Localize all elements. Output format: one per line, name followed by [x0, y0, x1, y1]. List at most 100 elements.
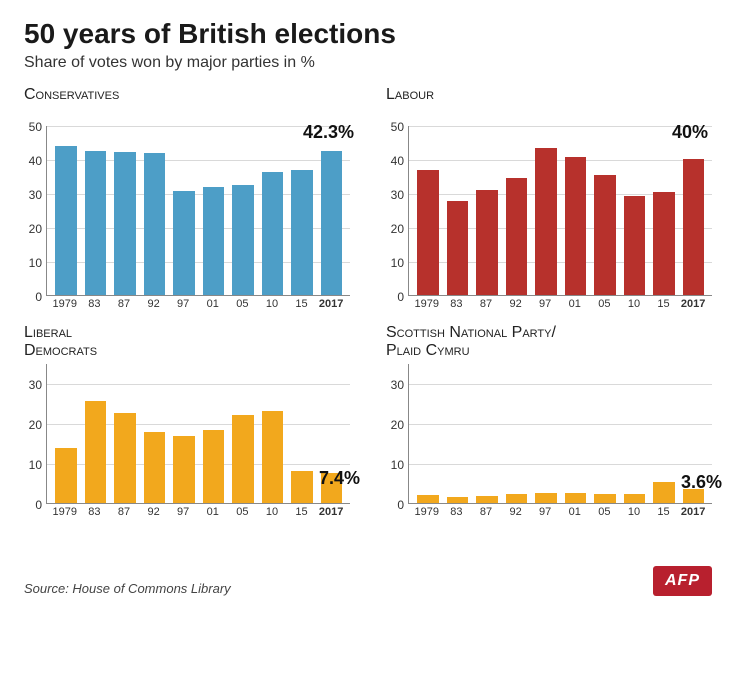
- bar: [114, 152, 136, 295]
- y-tick: 30: [29, 378, 42, 392]
- x-tick: 92: [141, 506, 167, 518]
- bar: [535, 493, 557, 503]
- x-tick: 97: [170, 506, 196, 518]
- bar: [476, 190, 498, 295]
- bar: [203, 187, 225, 295]
- y-tick: 20: [29, 418, 42, 432]
- bar: [291, 471, 313, 503]
- plot-area: 7.4%: [46, 364, 350, 504]
- bar: [55, 146, 77, 295]
- x-tick: 15: [289, 506, 315, 518]
- x-tick: 01: [200, 298, 226, 310]
- x-tick: 87: [473, 506, 499, 518]
- bar: [506, 178, 528, 295]
- y-tick: 20: [29, 222, 42, 236]
- y-tick: 30: [391, 188, 404, 202]
- y-tick: 40: [29, 154, 42, 168]
- callout-label: 42.3%: [303, 122, 354, 143]
- bar: [85, 401, 107, 503]
- bar: [55, 448, 77, 503]
- bar: [447, 201, 469, 295]
- x-tick: 92: [503, 298, 529, 310]
- bar: [653, 482, 675, 503]
- y-tick: 50: [391, 120, 404, 134]
- y-tick: 10: [391, 458, 404, 472]
- afp-logo: AFP: [653, 566, 712, 596]
- x-tick: 92: [503, 506, 529, 518]
- y-tick: 0: [397, 498, 404, 512]
- bar: [594, 175, 616, 295]
- plot-area: 3.6%: [408, 364, 712, 504]
- y-tick: 30: [391, 378, 404, 392]
- bar: [653, 192, 675, 295]
- y-tick: 30: [29, 188, 42, 202]
- x-tick: 15: [651, 506, 677, 518]
- x-tick: 83: [444, 298, 470, 310]
- bar: [203, 430, 225, 503]
- page-subtitle: Share of votes won by major parties in %: [24, 54, 712, 72]
- bar: [144, 432, 166, 503]
- x-tick: 15: [651, 298, 677, 310]
- y-tick: 0: [35, 498, 42, 512]
- y-axis: 3020100: [386, 364, 408, 504]
- bars-container: [409, 364, 712, 503]
- plot-area: 40%: [408, 126, 712, 296]
- x-tick: 1979: [52, 298, 78, 310]
- x-tick: 97: [532, 298, 558, 310]
- plot-wrap: 30201003.6%: [386, 364, 712, 504]
- y-axis: 50403020100: [24, 126, 46, 296]
- x-tick: 87: [111, 506, 137, 518]
- bar: [232, 415, 254, 503]
- bars-container: [47, 126, 350, 295]
- x-tick: 1979: [414, 298, 440, 310]
- bar: [262, 411, 284, 503]
- charts-grid: Conservatives5040302010042.3%19798387929…: [24, 86, 712, 548]
- bar: [624, 494, 646, 503]
- x-tick: 83: [82, 298, 108, 310]
- x-tick: 83: [444, 506, 470, 518]
- x-axis: 197983879297010510152017: [46, 504, 350, 518]
- x-tick: 2017: [680, 298, 706, 310]
- callout-label: 3.6%: [681, 472, 722, 493]
- chart-title: LiberalDemocrats: [24, 324, 350, 360]
- plot-area: 42.3%: [46, 126, 350, 296]
- bar: [447, 497, 469, 503]
- bar: [506, 494, 528, 503]
- bar: [321, 151, 343, 295]
- y-tick: 40: [391, 154, 404, 168]
- x-tick: 2017: [680, 506, 706, 518]
- x-tick: 92: [141, 298, 167, 310]
- x-tick: 1979: [52, 506, 78, 518]
- chart-title: Scottish National Party/Plaid Cymru: [386, 324, 712, 360]
- x-tick: 01: [562, 298, 588, 310]
- bar: [291, 170, 313, 295]
- x-tick: 15: [289, 298, 315, 310]
- bar: [173, 436, 195, 503]
- bars-container: [47, 364, 350, 503]
- x-tick: 97: [532, 506, 558, 518]
- footer: Source: House of Commons Library AFP: [24, 566, 712, 596]
- y-tick: 10: [29, 458, 42, 472]
- bar: [624, 196, 646, 295]
- x-tick: 05: [230, 298, 256, 310]
- y-tick: 0: [397, 290, 404, 304]
- plot-wrap: 5040302010042.3%: [24, 126, 350, 296]
- chart-2: LiberalDemocrats30201007.4%1979838792970…: [24, 324, 350, 548]
- bar: [417, 170, 439, 295]
- callout-label: 7.4%: [319, 468, 360, 489]
- y-tick: 20: [391, 418, 404, 432]
- y-axis: 50403020100: [386, 126, 408, 296]
- x-tick: 10: [621, 298, 647, 310]
- bar: [476, 496, 498, 503]
- chart-title: Conservatives: [24, 86, 350, 122]
- y-axis: 3020100: [24, 364, 46, 504]
- x-axis: 197983879297010510152017: [408, 504, 712, 518]
- x-tick: 10: [621, 506, 647, 518]
- bar: [85, 151, 107, 295]
- x-tick: 10: [259, 298, 285, 310]
- x-tick: 01: [200, 506, 226, 518]
- bar: [417, 495, 439, 503]
- x-axis: 197983879297010510152017: [408, 296, 712, 310]
- callout-label: 40%: [672, 122, 708, 143]
- x-tick: 05: [592, 506, 618, 518]
